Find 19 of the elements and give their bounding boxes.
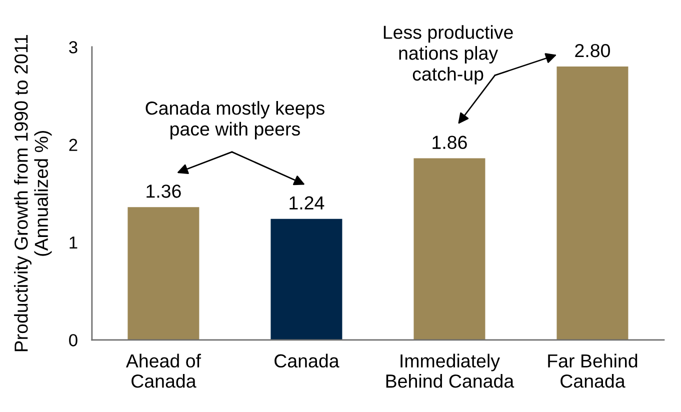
- bar: [414, 158, 486, 340]
- y-tick-label: 3: [69, 41, 78, 54]
- annotation: Canada mostly keeps pace with peers: [146, 101, 324, 140]
- x-tick-label: Far Behind Canada: [548, 354, 638, 388]
- bar: [270, 218, 342, 340]
- x-tick-label: Ahead of Canada: [126, 354, 202, 388]
- x-tick-label: Immediately Behind Canada: [386, 354, 514, 388]
- data-label: 2.80: [575, 44, 610, 58]
- y-tick-label: 2: [69, 138, 78, 151]
- data-label: 1.24: [290, 196, 324, 210]
- y-axis-title: Productivity Growth from 1990 to 2011 (Annualized %): [14, 35, 52, 352]
- bar: [556, 66, 628, 340]
- x-tick-label: Canada: [274, 354, 340, 368]
- annotation: Less productive nations play catch-up: [384, 25, 513, 84]
- y-tick-label: 1: [70, 236, 78, 249]
- y-tick-label: 0: [69, 334, 78, 346]
- data-label: 1.36: [146, 184, 181, 198]
- data-label: 1.86: [432, 136, 467, 150]
- bar: [128, 207, 200, 340]
